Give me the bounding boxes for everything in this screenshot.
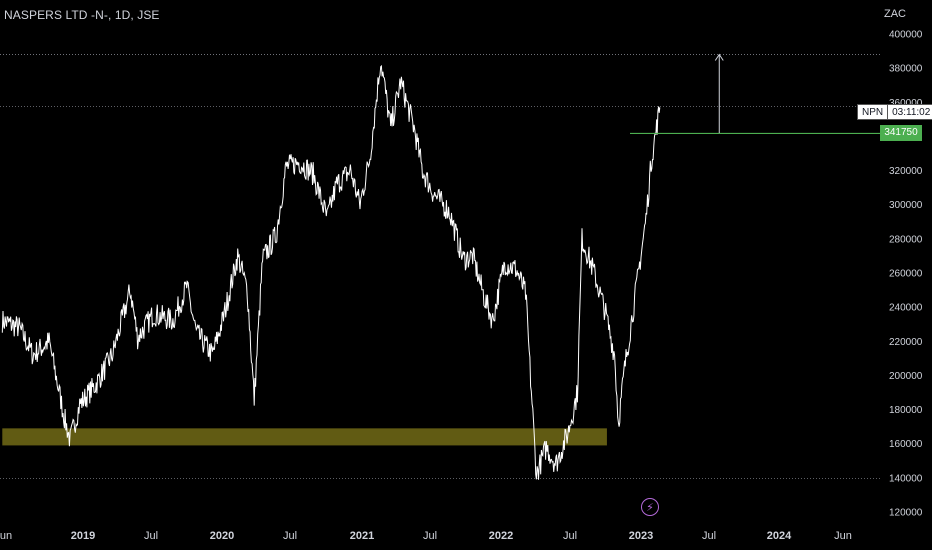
x-tick-label: Jul (283, 530, 297, 542)
y-tick-label: 180000 (889, 405, 923, 416)
y-tick-label: 220000 (889, 337, 923, 348)
x-tick-label: 2020 (210, 530, 234, 542)
x-tick-label: Jun (834, 530, 852, 542)
y-tick-label: 320000 (889, 166, 923, 177)
price-series-line (1, 64, 661, 480)
x-tick-label: Jul (144, 530, 158, 542)
x-tick-label: 2022 (489, 530, 513, 542)
support-zone (2, 428, 607, 446)
x-tick-label: 2023 (629, 530, 653, 542)
level-price-label: 341750 (880, 125, 922, 141)
y-tick-label: 300000 (889, 200, 923, 211)
x-tick-label: un (0, 530, 12, 542)
x-tick-label: Jul (702, 530, 716, 542)
x-tick-label: 2019 (71, 530, 95, 542)
y-tick-label: 240000 (889, 303, 923, 314)
y-tick-label: 200000 (889, 371, 923, 382)
y-tick-label: 380000 (889, 64, 923, 75)
symbol-label: NPN (857, 104, 889, 120)
chart-title: NASPERS LTD -N-, 1D, JSE (4, 8, 160, 22)
lightning-icon[interactable]: ⚡ (641, 498, 659, 516)
y-tick-label: 140000 (889, 473, 923, 484)
symbol-countdown-label: NPN 03:11:02 (857, 104, 932, 120)
x-tick-label: Jul (563, 530, 577, 542)
currency-label: ZAC (884, 8, 906, 20)
x-tick-label: 2021 (350, 530, 374, 542)
y-tick-label: 400000 (889, 30, 923, 41)
y-tick-label: 160000 (889, 439, 923, 450)
target-arrow-head (714, 53, 724, 61)
y-tick-label: 360000 (889, 98, 923, 109)
x-tick-label: 2024 (767, 530, 792, 542)
y-tick-label: 120000 (889, 508, 923, 519)
y-tick-label: 280000 (889, 234, 923, 245)
y-tick-label: 260000 (889, 269, 923, 280)
x-tick-label: Jul (423, 530, 437, 542)
countdown-label: 03:11:02 (888, 104, 932, 120)
